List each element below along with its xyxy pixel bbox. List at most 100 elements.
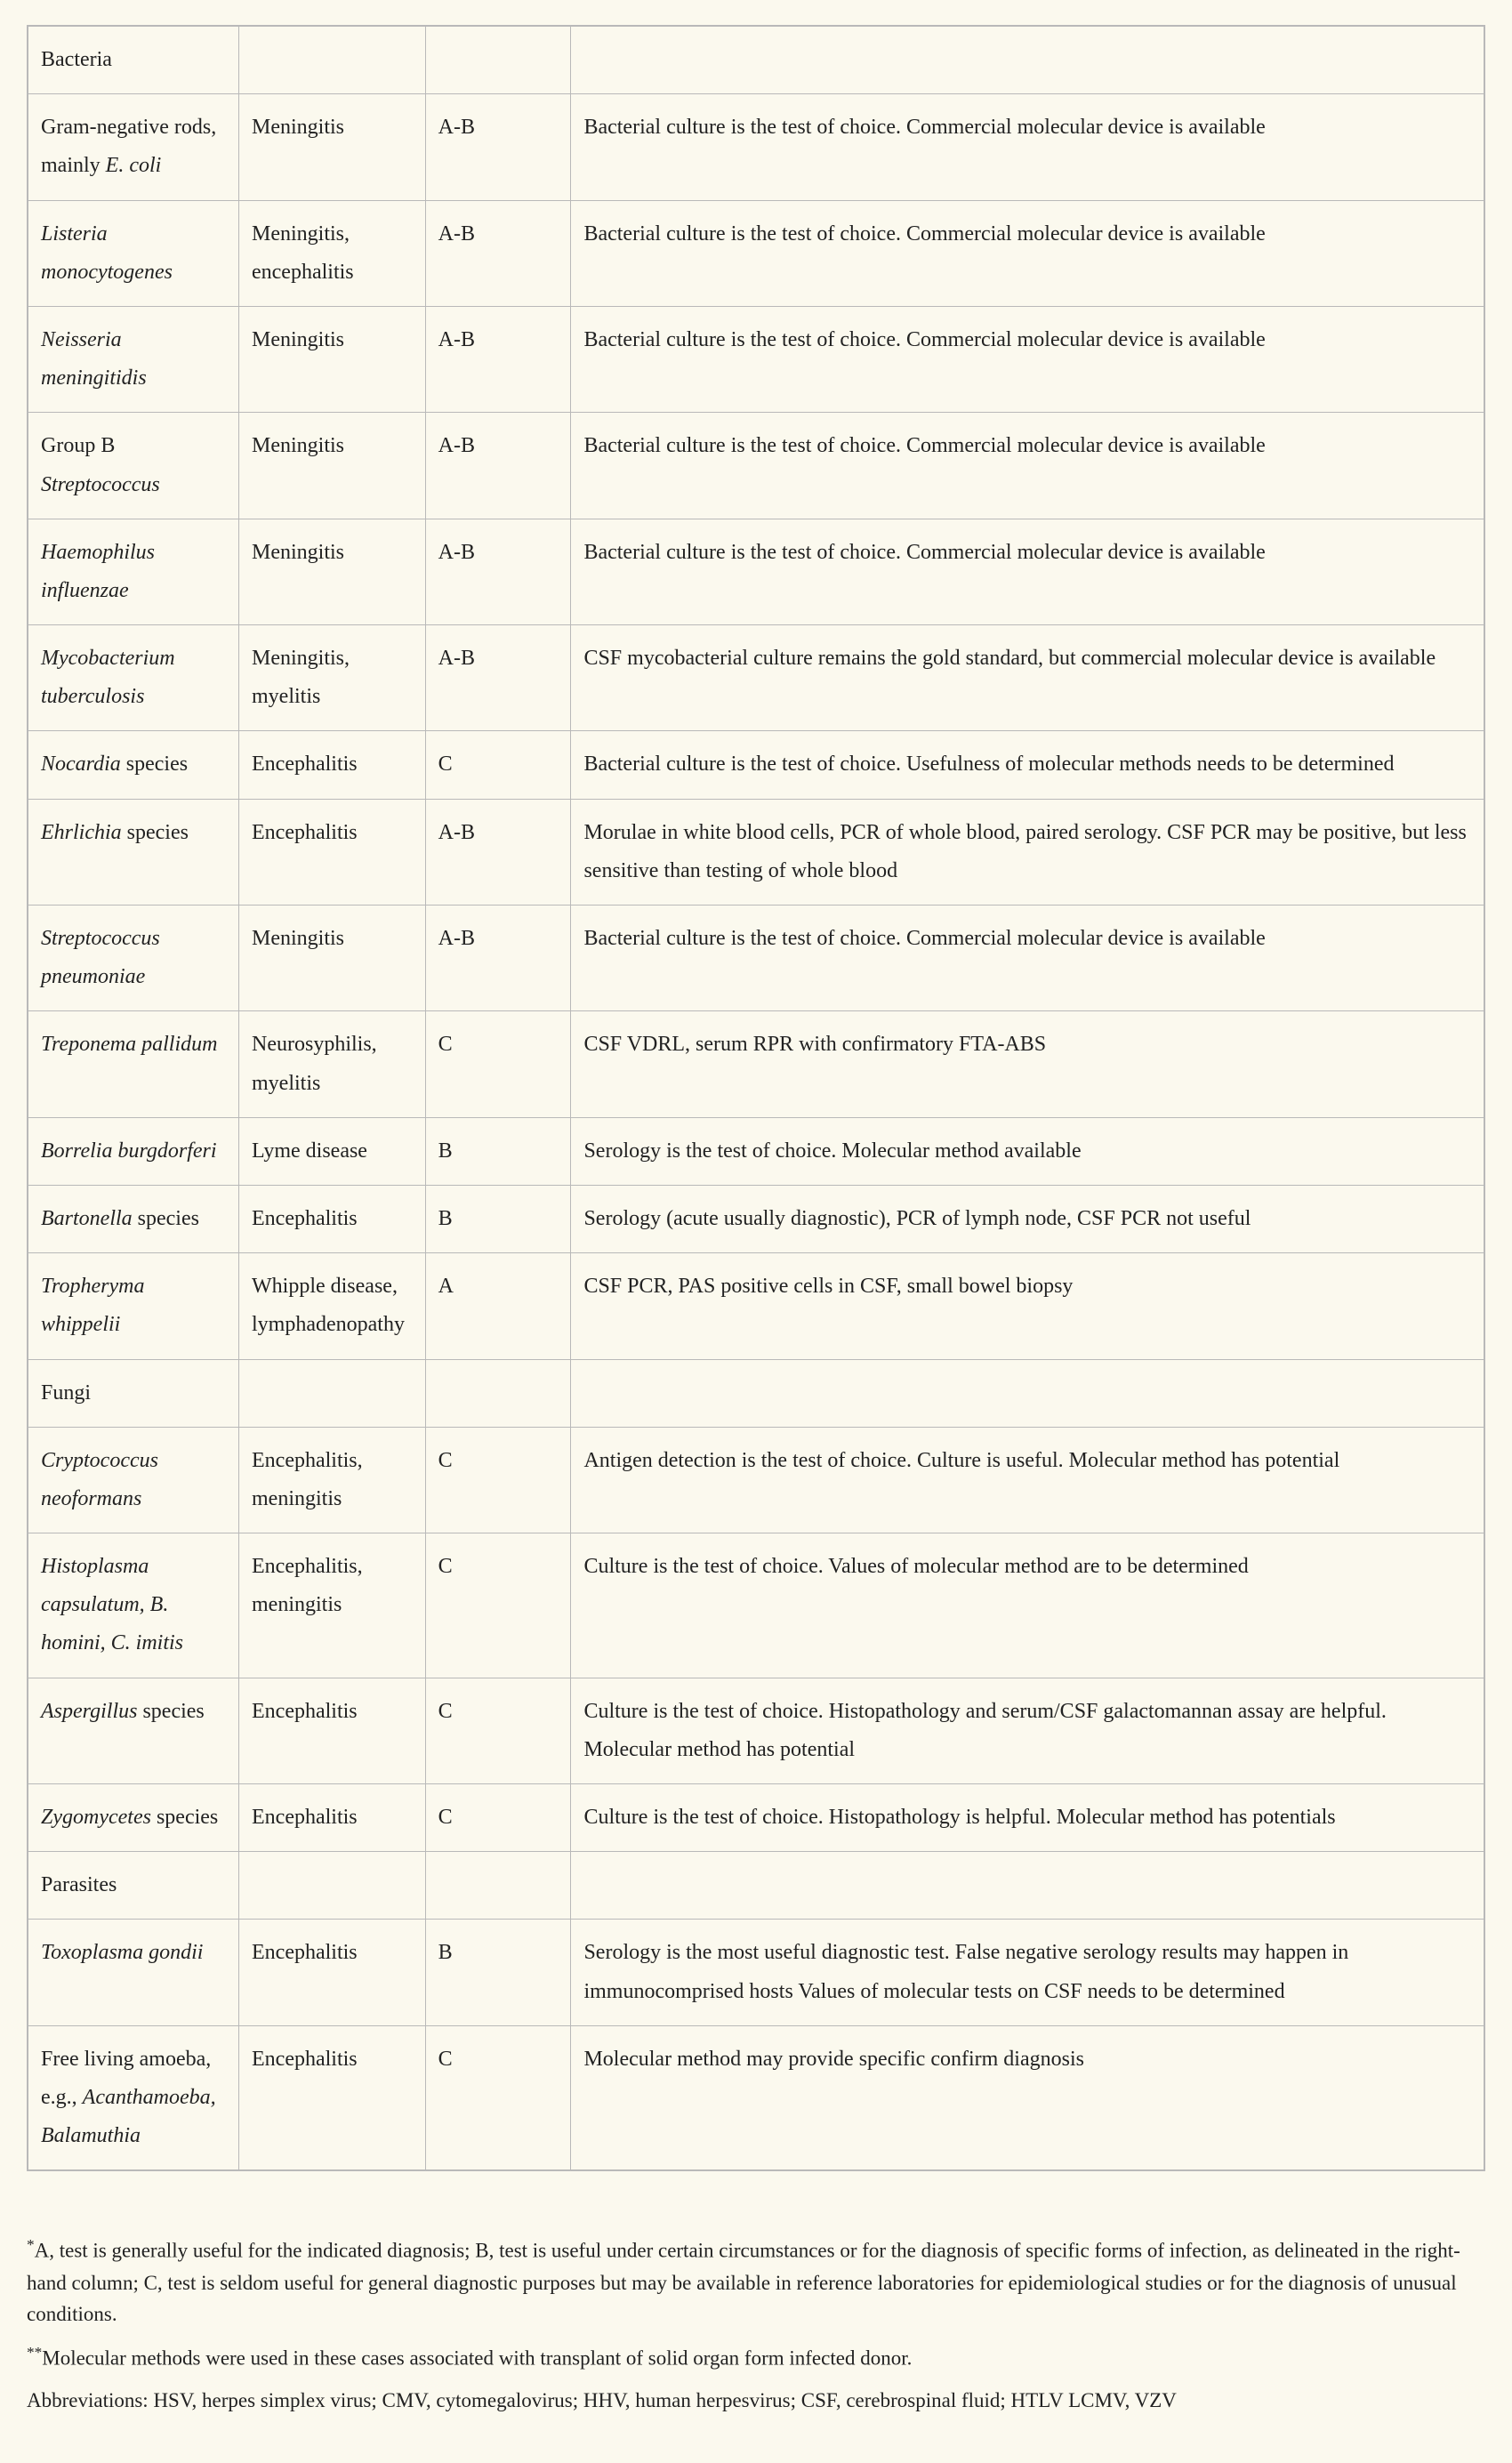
cell-col1: Aspergillus species	[28, 1678, 239, 1783]
cell-col2	[239, 26, 426, 94]
cell-col4: Molecular method may provide specific co…	[571, 2025, 1484, 2170]
cell-col3: A-B	[425, 94, 571, 200]
cell-col3: C	[425, 1533, 571, 1678]
cell-col3: C	[425, 2025, 571, 2170]
cell-col1: Mycobacterium tuberculosis	[28, 625, 239, 731]
cell-col2: Meningitis, encephalitis	[239, 200, 426, 306]
cell-col2: Whipple disease, lymphadenopathy	[239, 1253, 426, 1359]
cell-col3	[425, 26, 571, 94]
table-row: Tropheryma whippeliiWhipple disease, lym…	[28, 1253, 1484, 1359]
footnote-abbrev: Abbreviations: HSV, herpes simplex virus…	[27, 2385, 1485, 2417]
table-row: Listeria monocytogenesMeningitis, enceph…	[28, 200, 1484, 306]
cell-col2: Meningitis	[239, 306, 426, 412]
cell-col3: C	[425, 731, 571, 799]
cell-col2	[239, 1359, 426, 1427]
cell-col1: Parasites	[28, 1852, 239, 1920]
table-row: Toxoplasma gondiiEncephalitisBSerology i…	[28, 1920, 1484, 2025]
cell-col4: CSF mycobacterial culture remains the go…	[571, 625, 1484, 731]
cell-col4: Bacterial culture is the test of choice.…	[571, 519, 1484, 624]
cell-col3: A-B	[425, 306, 571, 412]
cell-col2: Neurosyphilis, myelitis	[239, 1011, 426, 1117]
cell-col3: A-B	[425, 799, 571, 905]
cell-col1: Nocardia species	[28, 731, 239, 799]
table-row: Aspergillus speciesEncephalitisCCulture …	[28, 1678, 1484, 1783]
cell-col2: Encephalitis	[239, 2025, 426, 2170]
cell-col3: C	[425, 1011, 571, 1117]
cell-col3: B	[425, 1185, 571, 1252]
cell-col1: Tropheryma whippelii	[28, 1253, 239, 1359]
cell-col1: Free living amoeba, e.g., Acanthamoeba, …	[28, 2025, 239, 2170]
cell-col1: Treponema pallidum	[28, 1011, 239, 1117]
cell-col4	[571, 1359, 1484, 1427]
table-row: Cryptococcus neoformansEncephalitis, men…	[28, 1427, 1484, 1533]
cell-col4: Culture is the test of choice. Values of…	[571, 1533, 1484, 1678]
cell-col1: Cryptococcus neoformans	[28, 1427, 239, 1533]
table-row: Fungi	[28, 1359, 1484, 1427]
cell-col3: A	[425, 1253, 571, 1359]
cell-col4: Serology is the most useful diagnostic t…	[571, 1920, 1484, 2025]
cell-col1: Borrelia burgdorferi	[28, 1117, 239, 1185]
cell-col2: Encephalitis	[239, 1185, 426, 1252]
cell-col1: Haemophilus influenzae	[28, 519, 239, 624]
table-row: Ehrlichia speciesEncephalitisA-BMorulae …	[28, 799, 1484, 905]
cell-col3: B	[425, 1117, 571, 1185]
cell-col1: Fungi	[28, 1359, 239, 1427]
cell-col4: Serology is the test of choice. Molecula…	[571, 1117, 1484, 1185]
cell-col4: Bacterial culture is the test of choice.…	[571, 200, 1484, 306]
cell-col2: Encephalitis, meningitis	[239, 1533, 426, 1678]
cell-col1: Ehrlichia species	[28, 799, 239, 905]
cell-col1: Listeria monocytogenes	[28, 200, 239, 306]
cell-col1: Toxoplasma gondii	[28, 1920, 239, 2025]
cell-col3: C	[425, 1784, 571, 1852]
cell-col2	[239, 1852, 426, 1920]
cell-col3	[425, 1359, 571, 1427]
cell-col3: A-B	[425, 906, 571, 1011]
cell-col2: Encephalitis	[239, 799, 426, 905]
pathogens-table: BacteriaGram-negative rods, mainly E. co…	[27, 25, 1485, 2171]
cell-col2: Encephalitis	[239, 1920, 426, 2025]
cell-col4: Bacterial culture is the test of choice.…	[571, 94, 1484, 200]
table-row: Parasites	[28, 1852, 1484, 1920]
cell-col3: A-B	[425, 413, 571, 519]
footnote-star1: *A, test is generally useful for the ind…	[27, 2234, 1485, 2330]
table-row: Haemophilus influenzaeMeningitisA-BBacte…	[28, 519, 1484, 624]
cell-col2: Encephalitis	[239, 1784, 426, 1852]
cell-col1: Gram-negative rods, mainly E. coli	[28, 94, 239, 200]
cell-col4: CSF PCR, PAS positive cells in CSF, smal…	[571, 1253, 1484, 1359]
cell-col3: B	[425, 1920, 571, 2025]
cell-col1: Group B Streptococcus	[28, 413, 239, 519]
cell-col4: Culture is the test of choice. Histopath…	[571, 1678, 1484, 1783]
cell-col3: C	[425, 1427, 571, 1533]
table-row: Treponema pallidumNeurosyphilis, myeliti…	[28, 1011, 1484, 1117]
table-row: Group B StreptococcusMeningitisA-BBacter…	[28, 413, 1484, 519]
table-row: Zygomycetes speciesEncephalitisCCulture …	[28, 1784, 1484, 1852]
cell-col2: Encephalitis	[239, 731, 426, 799]
cell-col2: Meningitis	[239, 906, 426, 1011]
cell-col2: Meningitis	[239, 94, 426, 200]
footnote-star2: **Molecular methods were used in these c…	[27, 2341, 1485, 2374]
cell-col4: Morulae in white blood cells, PCR of who…	[571, 799, 1484, 905]
cell-col2: Encephalitis, meningitis	[239, 1427, 426, 1533]
cell-col4	[571, 26, 1484, 94]
cell-col1: Histoplasma capsulatum, B. homini, C. im…	[28, 1533, 239, 1678]
table-row: Gram-negative rods, mainly E. coliMening…	[28, 94, 1484, 200]
table-row: Borrelia burgdorferiLyme diseaseBSerolog…	[28, 1117, 1484, 1185]
table-row: Free living amoeba, e.g., Acanthamoeba, …	[28, 2025, 1484, 2170]
cell-col1: Bartonella species	[28, 1185, 239, 1252]
cell-col4: Bacterial culture is the test of choice.…	[571, 306, 1484, 412]
cell-col3: A-B	[425, 200, 571, 306]
cell-col4: Bacterial culture is the test of choice.…	[571, 906, 1484, 1011]
page-container: { "table": { "border_color": "#b9b9b9", …	[0, 0, 1512, 2463]
table-row: Nocardia speciesEncephalitisCBacterial c…	[28, 731, 1484, 799]
table-row: Mycobacterium tuberculosisMeningitis, my…	[28, 625, 1484, 731]
cell-col4: Antigen detection is the test of choice.…	[571, 1427, 1484, 1533]
cell-col4: Culture is the test of choice. Histopath…	[571, 1784, 1484, 1852]
table-row: Streptococcus pneumoniaeMeningitisA-BBac…	[28, 906, 1484, 1011]
cell-col3	[425, 1852, 571, 1920]
table-row: Bartonella speciesEncephalitisBSerology …	[28, 1185, 1484, 1252]
cell-col3: C	[425, 1678, 571, 1783]
footnotes: *A, test is generally useful for the ind…	[27, 2234, 1485, 2417]
cell-col2: Meningitis, myelitis	[239, 625, 426, 731]
cell-col2: Lyme disease	[239, 1117, 426, 1185]
cell-col4: Bacterial culture is the test of choice.…	[571, 731, 1484, 799]
